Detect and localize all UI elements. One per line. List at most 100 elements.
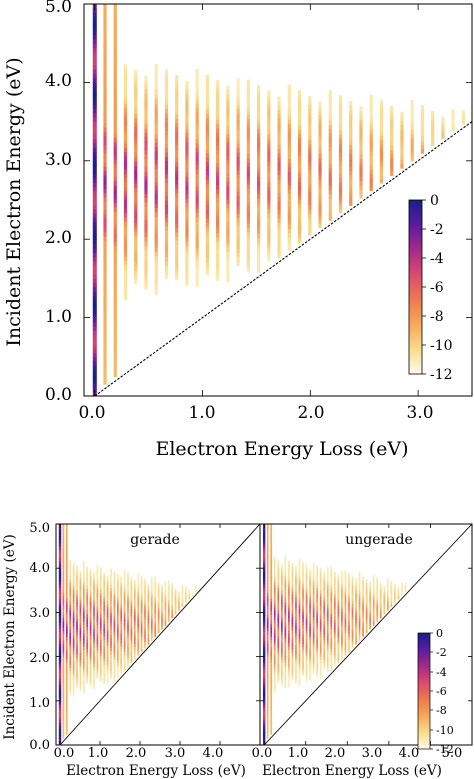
top-heatmap-cell <box>195 177 199 183</box>
top-x-tick: 2.0 <box>297 403 324 423</box>
ungerade-heatmap-cell <box>337 644 340 648</box>
top-colorbar-ticks <box>422 199 426 375</box>
ungerade-heatmap-cell <box>266 602 269 606</box>
top-heatmap-cell <box>277 109 281 115</box>
top-heatmap-cell <box>185 150 189 156</box>
top-heatmap-cell <box>226 124 230 130</box>
top-heatmap <box>92 4 465 396</box>
top-heatmap-cell <box>113 350 117 356</box>
top-heatmap-cell <box>338 121 343 127</box>
top-heatmap-cell <box>113 45 117 51</box>
gerade-heatmap-cell <box>58 549 62 553</box>
gerade-heatmap-cell <box>154 608 157 612</box>
ungerade-heatmap-cell <box>330 591 333 596</box>
gerade-heatmap-cell <box>164 609 167 614</box>
top-heatmap-cell <box>308 139 312 145</box>
gerade-heatmap-cell <box>137 627 140 631</box>
gerade-heatmap-cell <box>82 573 85 578</box>
ungerade-heatmap-cell <box>305 570 308 575</box>
top-heatmap-cell <box>195 90 199 96</box>
ungerade-heatmap-cell <box>312 670 315 674</box>
ungerade-heatmap-cell <box>333 644 336 649</box>
gerade-heatmap-cell <box>110 653 112 658</box>
top-heatmap-cell <box>318 201 322 207</box>
gerade-heatmap-cell <box>123 619 126 624</box>
top-heatmap-cell <box>297 181 302 187</box>
ungerade-heatmap-cell <box>295 600 297 605</box>
gerade-heatmap-cell <box>174 607 177 612</box>
top-heatmap-cell <box>103 114 107 119</box>
top-heatmap-cell <box>123 286 128 292</box>
top-heatmap-cell <box>92 134 97 140</box>
ungerade-heatmap-cell <box>323 592 326 597</box>
ungerade-heatmap-cell <box>277 597 280 601</box>
ungerade-heatmap-cell <box>341 630 343 635</box>
ungerade-heatmap-cell <box>273 689 276 694</box>
ungerade-heatmap-cell <box>333 660 336 664</box>
gerade-heatmap-cell <box>58 602 62 607</box>
top-heatmap-cell <box>144 80 148 85</box>
top-heatmap-cell <box>420 131 425 137</box>
gerade-heatmap-cell <box>86 670 89 675</box>
ungerade-heatmap-cell <box>284 659 287 663</box>
gerade-heatmap-cell <box>62 545 65 550</box>
ungerade-heatmap-cell <box>312 651 315 655</box>
gerade-heatmap-cell <box>116 665 119 669</box>
top-heatmap-cell <box>123 229 128 235</box>
ungerade-heatmap-cell <box>262 659 266 664</box>
ungerade-heatmap-cell <box>266 536 269 540</box>
top-heatmap-cell <box>175 166 179 172</box>
gerade-heatmap-cell <box>147 590 150 595</box>
ungerade-heatmap-cell <box>365 623 368 627</box>
ungerade-heatmap-cell <box>358 583 361 588</box>
gerade-heatmap-cell <box>137 595 140 600</box>
top-heatmap-cell <box>338 156 343 162</box>
top-heatmap-cell <box>103 131 107 137</box>
gerade-heatmap-cell <box>140 623 143 627</box>
top-heatmap-cell <box>277 105 281 110</box>
gerade-heatmap-cell <box>86 648 89 653</box>
top-heatmap-cell <box>175 244 179 250</box>
ungerade-heatmap-cell <box>309 617 311 621</box>
ungerade-heatmap-cell <box>273 563 276 567</box>
top-heatmap-cell <box>277 205 281 211</box>
top-heatmap-cell <box>154 172 158 178</box>
ungerade-heatmap-cell <box>262 565 266 569</box>
top-heatmap-cell <box>349 201 353 206</box>
top-heatmap-cell <box>144 106 148 111</box>
ungerade-heatmap-cell <box>288 576 290 581</box>
top-heatmap-cell <box>277 96 281 102</box>
top-heatmap-cell <box>113 202 117 208</box>
top-heatmap-cell <box>123 168 128 174</box>
ungerade-heatmap-cell <box>284 574 287 578</box>
gerade-heatmap-cell <box>137 589 140 593</box>
top-heatmap-cell <box>390 110 394 116</box>
top-heatmap-cell <box>103 284 107 289</box>
ungerade-heatmap-cell <box>348 604 350 608</box>
ungerade-heatmap-cell <box>316 590 319 595</box>
ungerade-heatmap-cell <box>312 613 315 618</box>
top-heatmap-cell <box>185 106 189 112</box>
ungerade-heatmap-cell <box>262 571 266 575</box>
top-heatmap-cell <box>308 187 312 193</box>
gerade-heatmap-cell <box>72 613 75 617</box>
top-heatmap-cell <box>154 85 158 91</box>
top-heatmap-cell <box>144 210 148 216</box>
gerade-heatmap-cell <box>174 592 177 596</box>
top-heatmap-cell <box>277 157 281 163</box>
top-heatmap-cell <box>410 125 414 131</box>
gerade-heatmap-cell <box>123 585 126 589</box>
gerade-heatmap-cell <box>65 567 68 571</box>
top-heatmap-cell <box>410 152 414 157</box>
ungerade-heatmap-cell <box>266 592 269 597</box>
gerade-heatmap-cell <box>82 674 85 679</box>
gerade-heatmap-cell <box>116 674 119 679</box>
gerade-heatmap-cell <box>188 592 191 597</box>
gerade-heatmap-cell <box>103 651 106 656</box>
top-heatmap-cell <box>308 204 312 210</box>
ungerade-heatmap-cell <box>333 663 336 668</box>
ungerade-heatmap-cell <box>323 624 326 628</box>
ungerade-heatmap-cell <box>280 672 283 677</box>
ungerade-heatmap-cell <box>323 580 326 584</box>
top-heatmap-cell <box>318 140 322 146</box>
